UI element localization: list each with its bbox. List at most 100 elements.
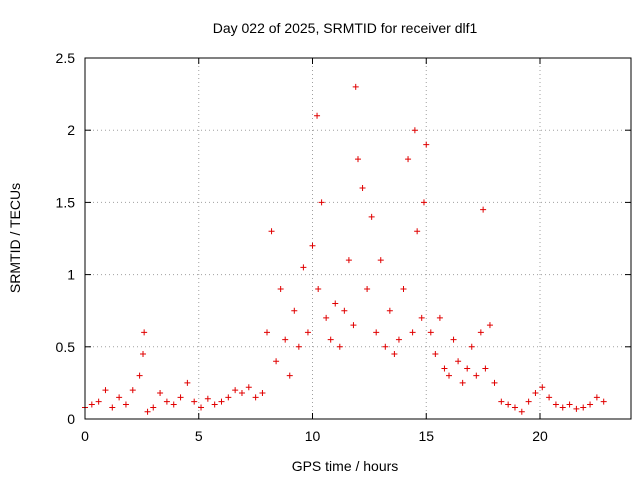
data-point (418, 314, 425, 321)
grid-lines (85, 58, 631, 419)
data-point (477, 329, 484, 336)
data-point (211, 401, 218, 408)
data-point (455, 358, 462, 365)
axis-ticks (84, 57, 631, 420)
plot-frame (84, 57, 632, 420)
data-point (373, 329, 380, 336)
data-point (102, 387, 109, 394)
data-point (341, 307, 348, 314)
data-point (559, 404, 566, 411)
data-point (191, 398, 198, 405)
data-point (480, 206, 487, 213)
data-point (518, 408, 525, 415)
data-point (122, 401, 129, 408)
data-point (525, 398, 532, 405)
data-point (116, 394, 123, 401)
data-point (327, 336, 334, 343)
data-point (468, 343, 475, 350)
data-point (377, 257, 384, 264)
data-point (309, 242, 316, 249)
data-point (225, 394, 232, 401)
data-point (450, 336, 457, 343)
data-point (411, 127, 418, 134)
data-point (252, 394, 259, 401)
data-point (136, 372, 143, 379)
data-point (295, 343, 302, 350)
data-point (198, 404, 205, 411)
data-point (88, 401, 95, 408)
data-point (539, 384, 546, 391)
x-tick-label: 5 (195, 428, 203, 444)
data-point (546, 394, 553, 401)
data-point (498, 398, 505, 405)
data-point (395, 336, 402, 343)
data-point (314, 112, 321, 119)
data-point (364, 286, 371, 293)
x-tick-label: 0 (81, 428, 89, 444)
data-point (459, 379, 466, 386)
data-point (359, 184, 366, 191)
data-point (277, 286, 284, 293)
data-point (352, 83, 359, 90)
data-point (318, 199, 325, 206)
data-point (587, 401, 594, 408)
data-point (441, 365, 448, 372)
data-point (386, 307, 393, 314)
y-axis-label: SRMTID / TECUs (7, 183, 23, 293)
data-point (144, 408, 151, 415)
data-point (304, 329, 311, 336)
data-point (593, 394, 600, 401)
x-axis-label: GPS time / hours (292, 458, 399, 474)
data-point (336, 343, 343, 350)
data-point (505, 401, 512, 408)
data-point (245, 384, 252, 391)
data-point (291, 307, 298, 314)
data-point (511, 404, 518, 411)
tick-labels: 0 0.5 1 1.5 2 2.5 0 5 10 15 20 (56, 50, 548, 444)
data-points (82, 83, 607, 415)
chart-title: Day 022 of 2025, SRMTID for receiver dlf… (213, 20, 478, 36)
y-tick-label: 0.5 (56, 339, 76, 355)
data-point (382, 343, 389, 350)
data-point (400, 286, 407, 293)
data-point (170, 401, 177, 408)
data-point (432, 351, 439, 358)
data-point (414, 228, 421, 235)
data-point (232, 387, 239, 394)
data-point (150, 404, 157, 411)
data-point (323, 314, 330, 321)
data-point (259, 390, 266, 397)
data-point (129, 387, 136, 394)
data-point (482, 365, 489, 372)
data-point (300, 264, 307, 271)
data-point (405, 156, 412, 163)
data-point (355, 156, 361, 163)
data-point (409, 329, 416, 336)
data-point (204, 395, 211, 402)
data-point (600, 398, 607, 405)
data-point (491, 379, 498, 386)
data-point (315, 286, 322, 293)
y-tick-label: 1 (67, 267, 75, 283)
data-point (273, 358, 280, 365)
data-point (368, 213, 375, 220)
data-point (218, 398, 225, 405)
data-point (163, 398, 170, 405)
y-tick-label: 0 (67, 411, 75, 427)
data-point (580, 404, 587, 411)
data-point (486, 322, 493, 329)
y-tick-label: 1.5 (56, 194, 76, 210)
data-point (141, 329, 148, 336)
x-tick-label: 15 (418, 428, 434, 444)
data-point (391, 351, 398, 358)
data-point (464, 365, 471, 372)
data-point (350, 322, 357, 329)
data-point (95, 398, 102, 405)
data-point (532, 390, 539, 397)
data-point (473, 372, 480, 379)
data-point (184, 379, 191, 386)
data-point (238, 390, 245, 397)
data-point (157, 390, 164, 397)
y-tick-label: 2 (67, 122, 75, 138)
